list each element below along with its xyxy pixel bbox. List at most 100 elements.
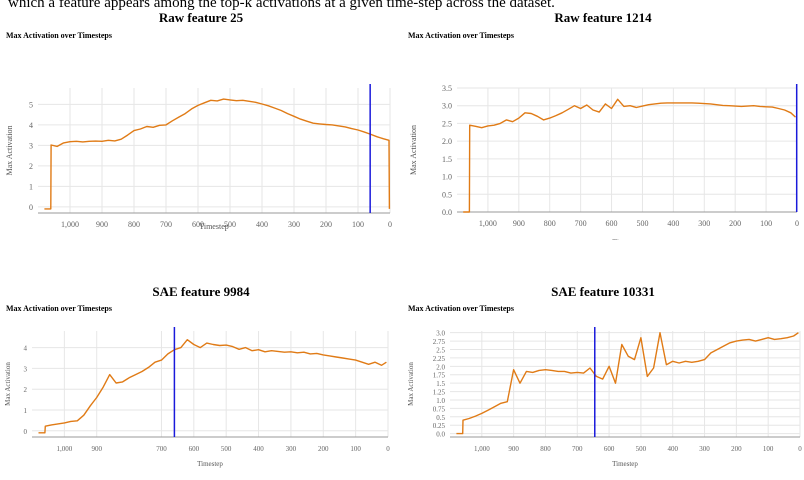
y-tick-label: 1 (29, 182, 33, 191)
x-tick-label: 700 (160, 220, 172, 229)
y-tick-label: 4 (29, 121, 33, 130)
y-tick-label: 1.0 (442, 173, 452, 182)
chart-plot: 0.00.250.50.751.01.251.51.752.02.252.52.… (407, 327, 802, 468)
chart-plot: 0 1 2 3 4 1,000 900 700 600 500 400 300 200 100 0 Times… (4, 327, 390, 468)
y-tick-label: 0.75 (433, 405, 446, 413)
chart-panel-2: Raw feature 1214 Max Activation over Tim… (402, 0, 804, 240)
chart-panel-4: SAE feature 10331 Max Activation over Ti… (402, 240, 804, 480)
x-tick-label: 300 (288, 220, 300, 229)
x-axis-label: Timestep (197, 460, 223, 468)
y-tick-label: 2.5 (442, 119, 452, 128)
chart-panel-1: Raw feature 25 Max Activation over Times… (0, 0, 402, 240)
x-tick-label: 500 (224, 220, 236, 229)
x-tick-label: 400 (253, 445, 264, 453)
x-tick-label: 1,000 (479, 219, 497, 228)
y-tick-label: 3.0 (442, 102, 452, 111)
x-tick-label: 900 (91, 445, 102, 453)
x-tick-label: 500 (221, 445, 232, 453)
chart-panel-3: SAE feature 9984 Max Activation over Tim… (0, 240, 402, 480)
y-tick-label: 2.25 (433, 355, 446, 363)
x-tick-label: 300 (698, 219, 710, 228)
x-tick-label: 100 (352, 220, 364, 229)
chart-title: SAE feature 9984 (152, 284, 250, 299)
y-tick-label: 0 (24, 428, 28, 436)
y-axis-label: Max Activation (5, 126, 14, 176)
y-tick-label: 2.0 (436, 363, 445, 371)
y-tick-label: 3.0 (436, 330, 445, 338)
x-tick-label: 0 (798, 445, 802, 453)
x-tick-label: 700 (575, 219, 587, 228)
x-tick-label: 600 (604, 445, 615, 453)
y-tick-label: 2 (29, 162, 33, 171)
x-tick-label: 400 (667, 445, 678, 453)
y-tick-label: 1.5 (436, 380, 445, 388)
y-tick-label: 2 (24, 386, 28, 394)
x-tick-label: 600 (606, 219, 618, 228)
x-axis-label: Timestep (199, 222, 229, 231)
x-tick-label: 300 (286, 445, 297, 453)
y-axis-label: Max Activation (407, 362, 415, 406)
x-tick-label: 600 (192, 220, 204, 229)
y-tick-label: 0 (29, 203, 33, 212)
y-tick-label: 3 (24, 365, 28, 373)
y-tick-label: 0.25 (433, 422, 446, 430)
x-tick-label: 600 (189, 445, 200, 453)
y-tick-label: 0.5 (442, 190, 452, 199)
y-tick-label: 2.75 (433, 338, 446, 346)
chart-subtitle: Max Activation over Timesteps (6, 304, 112, 313)
x-tick-label: 1,000 (61, 220, 79, 229)
x-tick-label: 0 (795, 219, 799, 228)
y-tick-label: 2.0 (442, 137, 452, 146)
x-tick-label: 100 (350, 445, 361, 453)
x-tick-label: 1,000 (56, 445, 72, 453)
y-axis-label: Max Activation (409, 125, 418, 175)
chart-title: Raw feature 25 (158, 10, 244, 25)
x-tick-label: 200 (318, 445, 329, 453)
x-tick-label: 500 (636, 219, 648, 228)
series-line (44, 98, 391, 210)
y-tick-label: 0.0 (436, 431, 445, 439)
y-tick-label: 1.75 (433, 372, 446, 380)
x-tick-label: 100 (760, 219, 772, 228)
y-tick-label: 4 (24, 345, 28, 353)
x-tick-label: 300 (699, 445, 710, 453)
x-tick-label: 900 (513, 219, 525, 228)
x-tick-label: 700 (572, 445, 583, 453)
series-line (463, 98, 796, 213)
x-tick-label: 200 (729, 219, 741, 228)
chart-subtitle: Max Activation over Timesteps (408, 31, 514, 40)
series-line (456, 331, 799, 435)
chart-subtitle: Max Activation over Timesteps (408, 304, 514, 313)
chart-plot: 0.0 0.5 1.0 1.5 2.0 2.5 3.0 3.5 1,000 900 800 700 60… (409, 84, 799, 240)
x-tick-label: 900 (96, 220, 108, 229)
x-tick-label: 200 (731, 445, 742, 453)
chart-title: SAE feature 10331 (551, 284, 655, 299)
y-tick-label: 0.0 (442, 208, 452, 217)
chart-title: Raw feature 1214 (554, 10, 652, 25)
x-tick-label: 200 (320, 220, 332, 229)
y-tick-label: 0.5 (436, 414, 445, 422)
y-tick-label: 5 (29, 100, 33, 109)
x-tick-label: 400 (667, 219, 679, 228)
x-axis-label: Timestep (612, 460, 638, 468)
y-tick-label: 1.5 (442, 155, 452, 164)
x-tick-label: 800 (540, 445, 551, 453)
y-tick-label: 3 (29, 141, 33, 150)
y-tick-label: 2.5 (436, 347, 445, 355)
x-tick-label: 400 (256, 220, 268, 229)
x-axis-label: Timestep (612, 238, 642, 240)
y-tick-label: 1.25 (433, 389, 446, 397)
x-tick-label: 500 (636, 445, 647, 453)
x-tick-label: 1,000 (474, 445, 490, 453)
x-tick-label: 0 (388, 220, 392, 229)
y-axis-label: Max Activation (4, 362, 12, 406)
y-tick-label: 3.5 (442, 84, 452, 93)
x-tick-label: 0 (386, 445, 390, 453)
x-tick-label: 800 (544, 219, 556, 228)
chart-plot: 0 1 2 3 4 5 1,000 900 800 700 600 500 400 300 200 100 0 T… (5, 84, 392, 231)
series-line (38, 338, 387, 434)
x-tick-label: 800 (128, 220, 140, 229)
chart-subtitle: Max Activation over Timesteps (6, 31, 112, 40)
y-tick-label: 1 (24, 407, 28, 415)
x-tick-label: 100 (763, 445, 774, 453)
